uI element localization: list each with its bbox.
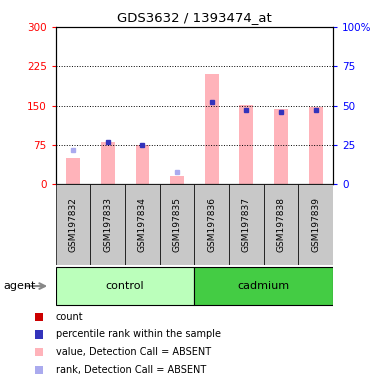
Bar: [229, 184, 264, 265]
Text: GSM197832: GSM197832: [69, 197, 78, 252]
Text: GSM197833: GSM197833: [103, 197, 112, 252]
Text: cadmium: cadmium: [238, 281, 290, 291]
Bar: [136, 145, 149, 184]
Text: count: count: [56, 312, 84, 322]
Bar: [205, 74, 219, 184]
Bar: [309, 107, 323, 184]
Bar: [194, 184, 229, 265]
Bar: [56, 267, 194, 305]
Text: GDS3632 / 1393474_at: GDS3632 / 1393474_at: [117, 12, 272, 25]
Bar: [56, 184, 90, 265]
Bar: [90, 184, 125, 265]
Bar: [170, 177, 184, 184]
Bar: [239, 104, 253, 184]
Text: agent: agent: [4, 281, 36, 291]
Text: GSM197834: GSM197834: [138, 197, 147, 252]
Bar: [101, 142, 115, 184]
Text: GSM197837: GSM197837: [242, 197, 251, 252]
Text: value, Detection Call = ABSENT: value, Detection Call = ABSENT: [56, 347, 211, 357]
Text: control: control: [106, 281, 144, 291]
Bar: [125, 184, 160, 265]
Bar: [298, 184, 333, 265]
Text: GSM197839: GSM197839: [311, 197, 320, 252]
Bar: [194, 267, 333, 305]
Text: GSM197836: GSM197836: [207, 197, 216, 252]
Text: rank, Detection Call = ABSENT: rank, Detection Call = ABSENT: [56, 365, 206, 375]
Bar: [264, 184, 298, 265]
Text: GSM197838: GSM197838: [276, 197, 286, 252]
Bar: [274, 109, 288, 184]
Text: percentile rank within the sample: percentile rank within the sample: [56, 329, 221, 339]
Bar: [160, 184, 194, 265]
Bar: [66, 158, 80, 184]
Text: GSM197835: GSM197835: [172, 197, 182, 252]
